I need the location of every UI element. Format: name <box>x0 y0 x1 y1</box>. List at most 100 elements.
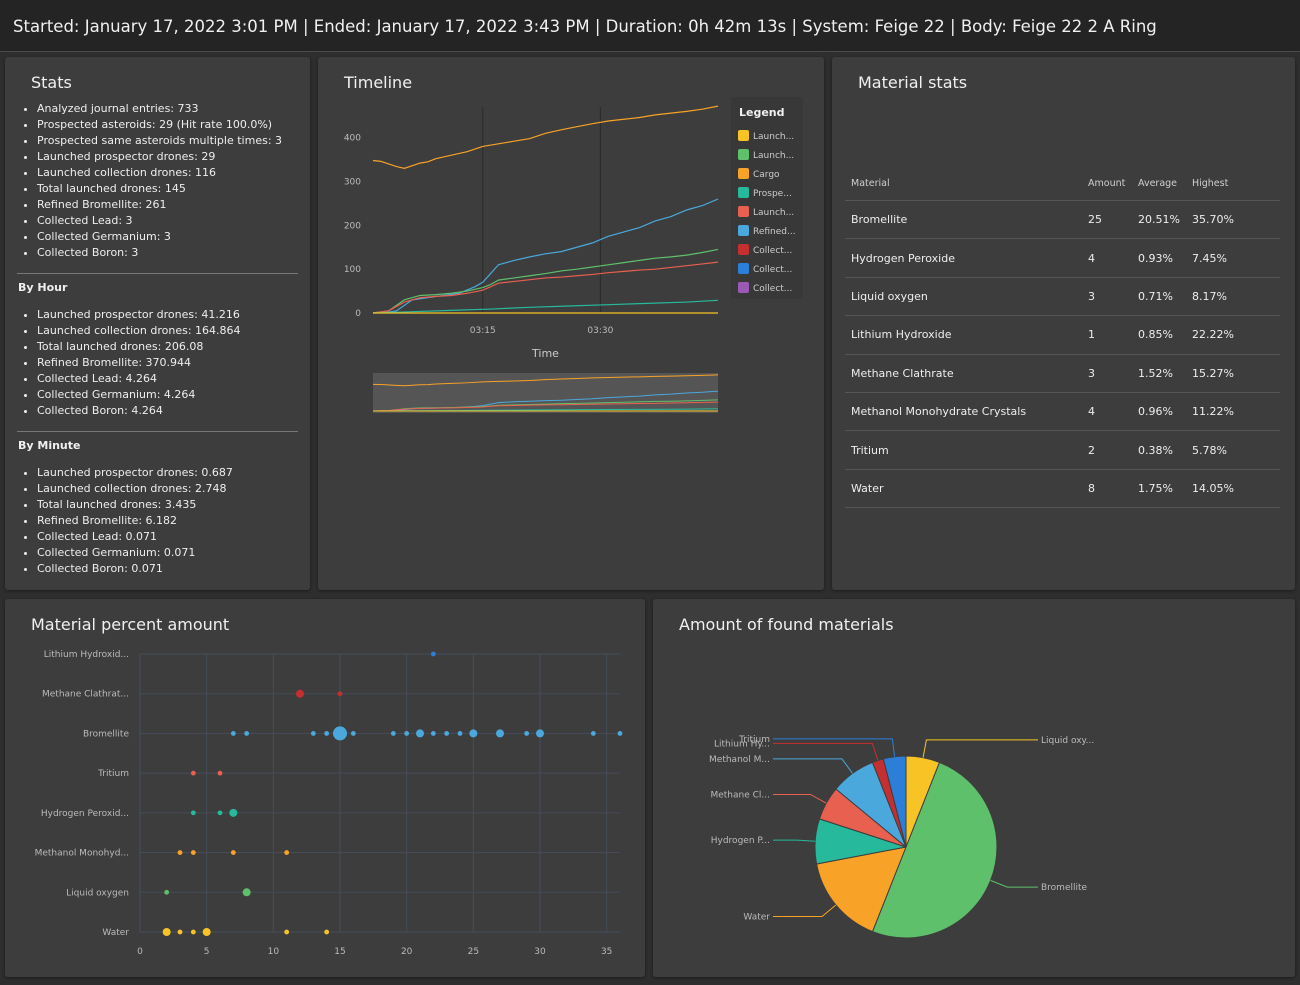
scatter-point <box>536 729 544 738</box>
material-percent-title: Material percent amount <box>31 615 230 634</box>
timeline-chart[interactable]: 0 100 200 300 400 03:15 03:30 Time Legend Launch.… <box>318 97 824 477</box>
y-tick-label: 100 <box>344 265 361 275</box>
x-axis-label: Time <box>531 347 559 360</box>
stat-item: Collected Germanium: 3 <box>37 229 282 245</box>
series-line-cargo <box>372 105 719 169</box>
table-cell: 8 <box>1082 469 1132 509</box>
legend-item-label: Launch... <box>753 151 794 161</box>
by-minute-heading: By Minute <box>18 439 81 452</box>
scatter-point <box>164 889 170 895</box>
scatter-point <box>244 731 250 736</box>
y-tick-label: 0 <box>355 309 361 319</box>
scatter-point <box>350 731 356 736</box>
y-tick-label: Hydrogen Peroxid... <box>41 809 129 819</box>
scatter-point <box>217 810 223 816</box>
stat-item: Collected Boron: 4.264 <box>37 403 241 419</box>
table-cell: Hydrogen Peroxide <box>845 238 1082 278</box>
column-header[interactable]: Material <box>845 167 1082 201</box>
legend-item-label: Refined... <box>753 227 796 237</box>
scatter-point <box>590 731 596 736</box>
stats-general-list: Analyzed journal entries: 733 Prospected … <box>5 101 282 261</box>
x-tick-label: 03:30 <box>587 326 613 336</box>
scatter-point <box>469 729 478 738</box>
scatter-point <box>190 850 196 855</box>
stats-by-minute-list: Launched prospector drones: 0.687Launche… <box>5 465 233 577</box>
y-tick-label: 400 <box>344 134 361 144</box>
y-tick-label: Bromellite <box>83 729 130 739</box>
legend-item-label: Launch... <box>753 208 794 218</box>
pie-leader-line <box>773 904 837 917</box>
scatter-point <box>430 651 436 657</box>
table-row: Methanol Monohydrate Crystals 4 0.96% 11.22… <box>845 392 1280 432</box>
stat-item: Collected Boron: 3 <box>37 245 282 261</box>
stats-panel: Stats Analyzed journal entries: 733 Prosp… <box>5 57 310 590</box>
scatter-point <box>177 850 183 855</box>
scatter-point <box>190 929 196 935</box>
table-cell: 20.51% <box>1132 200 1186 240</box>
scatter-point <box>390 731 396 736</box>
stat-item: Refined Bromellite: 370.944 <box>37 355 241 371</box>
pie-label: Bromellite <box>1041 883 1088 893</box>
pie-label: Lithium Hy... <box>714 739 770 749</box>
scatter-point <box>617 731 623 736</box>
stat-item: Collected Germanium: 4.264 <box>37 387 241 403</box>
table-cell: 14.05% <box>1185 469 1280 509</box>
pie-slice <box>882 755 907 848</box>
stat-item: Total launched drones: 145 <box>37 181 282 197</box>
stat-item: Refined Bromellite: 6.182 <box>37 513 233 529</box>
stat-item: Collected Boron: 0.071 <box>37 561 233 577</box>
material-stats-table: Material Amount Average Highest Bromelli… <box>845 167 1280 509</box>
stat-item: Prospected same asteroids multiple times… <box>37 133 282 149</box>
scatter-point <box>310 731 316 736</box>
stats-divider <box>17 431 298 432</box>
material-stats-title: Material stats <box>858 73 968 92</box>
table-row: Methane Clathrate 3 1.52% 15.27% <box>845 354 1280 393</box>
scatter-point <box>162 928 171 936</box>
scatter-point <box>444 731 450 736</box>
table-cell: 5.78% <box>1185 430 1280 470</box>
table-cell: 35.70% <box>1185 200 1280 240</box>
table-cell: 4 <box>1082 238 1132 278</box>
series-line-launched-prospector-drones <box>372 261 719 314</box>
stat-item: Launched collection drones: 164.864 <box>37 323 241 339</box>
pie-label: Hydrogen P... <box>711 836 770 846</box>
found-materials-pie[interactable]: Liquid oxy... Bromellite Water Hydrogen P..… <box>653 637 1295 977</box>
table-cell: Water <box>845 469 1082 509</box>
legend-swatch <box>738 187 749 198</box>
table-row: Hydrogen Peroxide 4 0.93% 7.45% <box>845 238 1280 278</box>
navigator-background <box>373 373 718 413</box>
table-cell: 1.75% <box>1132 469 1186 509</box>
stat-item: Collected Germanium: 0.071 <box>37 545 233 561</box>
scatter-point <box>333 726 347 741</box>
stats-title: Stats <box>31 73 72 92</box>
column-header[interactable]: Highest <box>1185 167 1280 201</box>
table-row: Lithium Hydroxide 1 0.85% 22.22% <box>845 315 1280 355</box>
table-cell: Liquid oxygen <box>845 277 1082 317</box>
scatter-point <box>177 929 183 935</box>
found-materials-panel: Amount of found materials Liquid oxy... B… <box>653 599 1295 977</box>
material-percent-panel: Material percent amount 0 5 10 15 20 25 30 35 Li… <box>5 599 645 977</box>
session-summary-text: Started: January 17, 2022 3:01 PM | Ende… <box>13 17 1157 36</box>
session-summary-bar: Started: January 17, 2022 3:01 PM | Ende… <box>0 0 1300 52</box>
table-cell: Methanol Monohydrate Crystals <box>845 392 1082 432</box>
legend-swatch <box>738 225 749 236</box>
stat-item: Analyzed journal entries: 733 <box>37 101 282 117</box>
table-cell: 8.17% <box>1185 277 1280 317</box>
table-cell: Tritium <box>845 430 1082 470</box>
column-header[interactable]: Amount <box>1082 167 1132 201</box>
navigator-line <box>372 374 719 387</box>
material-percent-chart[interactable]: 0 5 10 15 20 25 30 35 Lithium Hydroxid... Methane… <box>5 637 645 977</box>
pie-leader-line <box>922 739 1038 758</box>
table-cell: 11.22% <box>1185 392 1280 432</box>
scatter-point <box>190 770 196 776</box>
x-tick-label: 20 <box>401 947 413 957</box>
series-line-launched-collection-drones <box>372 248 719 314</box>
scatter-point <box>190 810 196 816</box>
pie-label: Tritium <box>738 735 770 745</box>
table-cell: 0.96% <box>1132 392 1186 432</box>
column-header[interactable]: Average <box>1132 167 1186 201</box>
table-cell: 0.93% <box>1132 238 1186 278</box>
by-hour-heading: By Hour <box>18 281 68 294</box>
y-tick-label: 200 <box>344 221 361 231</box>
scatter-point <box>284 850 290 855</box>
